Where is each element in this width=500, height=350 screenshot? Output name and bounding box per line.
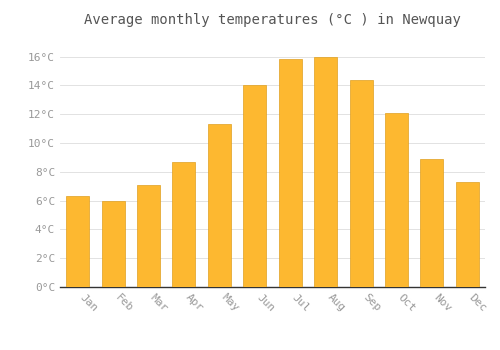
Bar: [102, 201, 124, 287]
Bar: [456, 182, 479, 287]
Bar: [244, 85, 266, 287]
Bar: [350, 80, 372, 287]
Bar: [66, 196, 89, 287]
Bar: [208, 124, 231, 287]
Bar: [137, 185, 160, 287]
Bar: [385, 113, 408, 287]
Title: Average monthly temperatures (°C ) in Newquay: Average monthly temperatures (°C ) in Ne…: [84, 13, 461, 27]
Bar: [420, 159, 444, 287]
Bar: [172, 162, 196, 287]
Bar: [314, 57, 337, 287]
Bar: [278, 60, 301, 287]
